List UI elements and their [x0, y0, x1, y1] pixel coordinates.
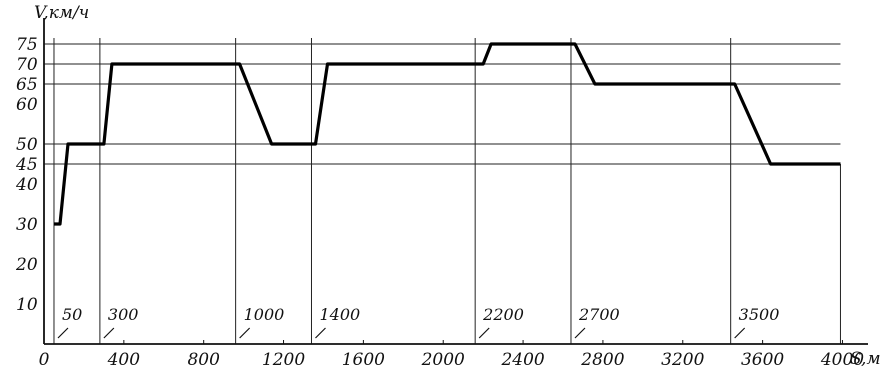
x-tick-label: 3200 — [661, 350, 704, 370]
x-ticks: 0 400 800 1200 1600 2000 2400 2800 3200 3600 4000 — [39, 340, 864, 370]
boundary-label: 3500 — [739, 305, 780, 324]
boundary-leader — [103, 327, 115, 339]
x-tick-label: 4000 — [820, 350, 864, 370]
y-tick-label: 65 — [16, 75, 38, 95]
boundary-leader — [734, 327, 746, 339]
y-tick-label: 45 — [15, 155, 38, 175]
speed-line-0 — [54, 42, 841, 226]
y-tick-label: 30 — [16, 215, 38, 235]
speed-profile — [54, 42, 841, 226]
boundary-lines — [53, 38, 841, 344]
x-tick-label: 2000 — [421, 350, 465, 370]
x-tick-label: 1600 — [342, 350, 385, 370]
boundary-leader — [315, 327, 326, 339]
boundary-label: 50 — [62, 305, 82, 324]
x-tick-label: 1200 — [262, 350, 305, 370]
boundary-leader — [574, 327, 586, 339]
x-tick-label: 3600 — [741, 350, 784, 370]
y-tick-label: 60 — [16, 95, 38, 115]
x-tick-label: 2400 — [500, 350, 544, 370]
boundary-label: 300 — [108, 305, 139, 324]
y-axis-label: V,км/ч — [34, 3, 89, 23]
y-tick-label: 50 — [16, 135, 38, 155]
boundary-labels: 50 300 1000 1400 2200 2700 3500 — [57, 305, 780, 339]
boundary-label: 2700 — [578, 305, 620, 324]
y-tick-label: 70 — [16, 55, 38, 75]
x-axis-label: S,м — [850, 349, 881, 369]
x-tick-label: 2800 — [580, 350, 624, 370]
y-tick-label: 20 — [15, 255, 38, 275]
x-tick-label: 800 — [187, 350, 220, 370]
boundary-leader — [239, 327, 251, 339]
x-tick-label: 400 — [107, 350, 141, 370]
boundary-label: 2200 — [482, 305, 524, 324]
y-tick-label: 40 — [15, 175, 38, 195]
y-tick-label: 10 — [16, 295, 38, 315]
boundary-leader — [478, 327, 490, 339]
axes — [43, 18, 868, 345]
y-tick-label: 75 — [16, 35, 38, 55]
boundary-leader — [57, 327, 69, 339]
boundary-label: 1000 — [244, 305, 285, 324]
boundary-label: 1400 — [319, 305, 360, 324]
x-tick-label: 0 — [39, 350, 50, 370]
reference-lines — [44, 43, 841, 165]
